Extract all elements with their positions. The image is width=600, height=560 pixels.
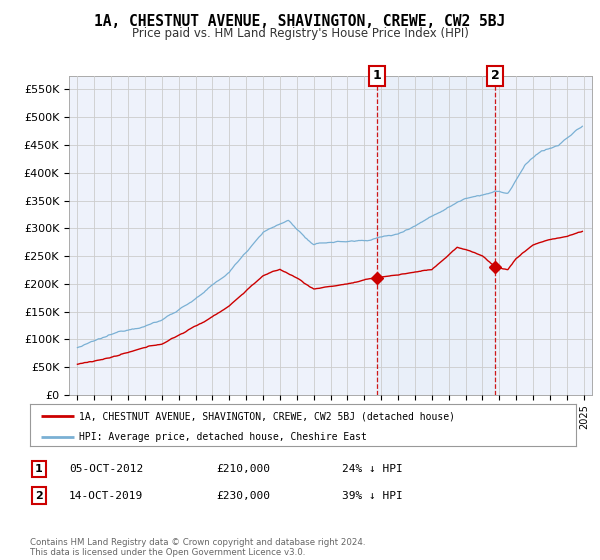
Text: 2: 2: [35, 491, 43, 501]
Text: 1A, CHESTNUT AVENUE, SHAVINGTON, CREWE, CW2 5BJ (detached house): 1A, CHESTNUT AVENUE, SHAVINGTON, CREWE, …: [79, 411, 455, 421]
Text: 05-OCT-2012: 05-OCT-2012: [69, 464, 143, 474]
Text: Price paid vs. HM Land Registry's House Price Index (HPI): Price paid vs. HM Land Registry's House …: [131, 27, 469, 40]
Bar: [377, 76, 495, 395]
Text: 1A, CHESTNUT AVENUE, SHAVINGTON, CREWE, CW2 5BJ: 1A, CHESTNUT AVENUE, SHAVINGTON, CREWE, …: [94, 14, 506, 29]
Text: 2: 2: [491, 69, 500, 82]
Text: £230,000: £230,000: [216, 491, 270, 501]
Text: 14-OCT-2019: 14-OCT-2019: [69, 491, 143, 501]
Text: 39% ↓ HPI: 39% ↓ HPI: [342, 491, 403, 501]
Text: 24% ↓ HPI: 24% ↓ HPI: [342, 464, 403, 474]
Text: HPI: Average price, detached house, Cheshire East: HPI: Average price, detached house, Ches…: [79, 432, 367, 442]
Text: £210,000: £210,000: [216, 464, 270, 474]
Text: Contains HM Land Registry data © Crown copyright and database right 2024.
This d: Contains HM Land Registry data © Crown c…: [30, 538, 365, 557]
Text: 1: 1: [373, 69, 382, 82]
Text: 1: 1: [35, 464, 43, 474]
